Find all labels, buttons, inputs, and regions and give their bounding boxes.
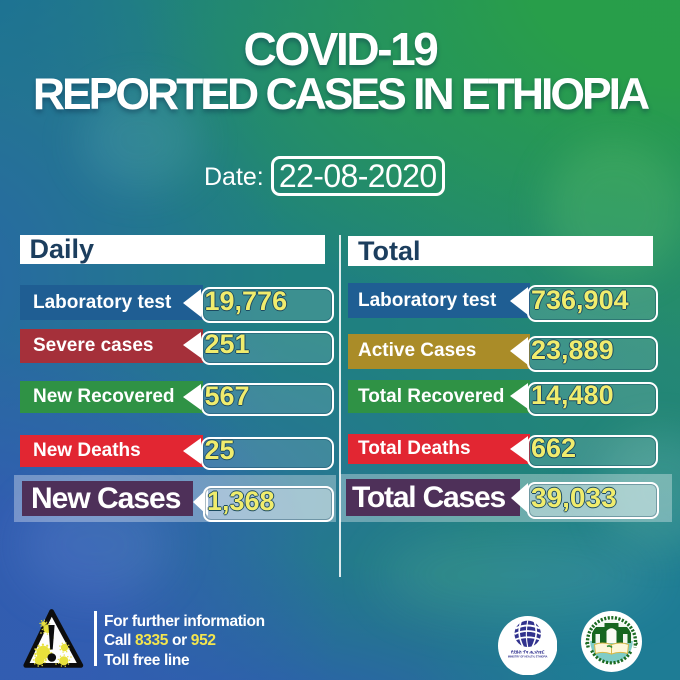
svg-text:የደድስ ፕና ሒነስቴር: የደድስ ፕና ሒነስቴር bbox=[511, 649, 545, 654]
svg-text:MINISTRY OF HEALTH, ETHIOPIA: MINISTRY OF HEALTH, ETHIOPIA bbox=[508, 655, 548, 658]
